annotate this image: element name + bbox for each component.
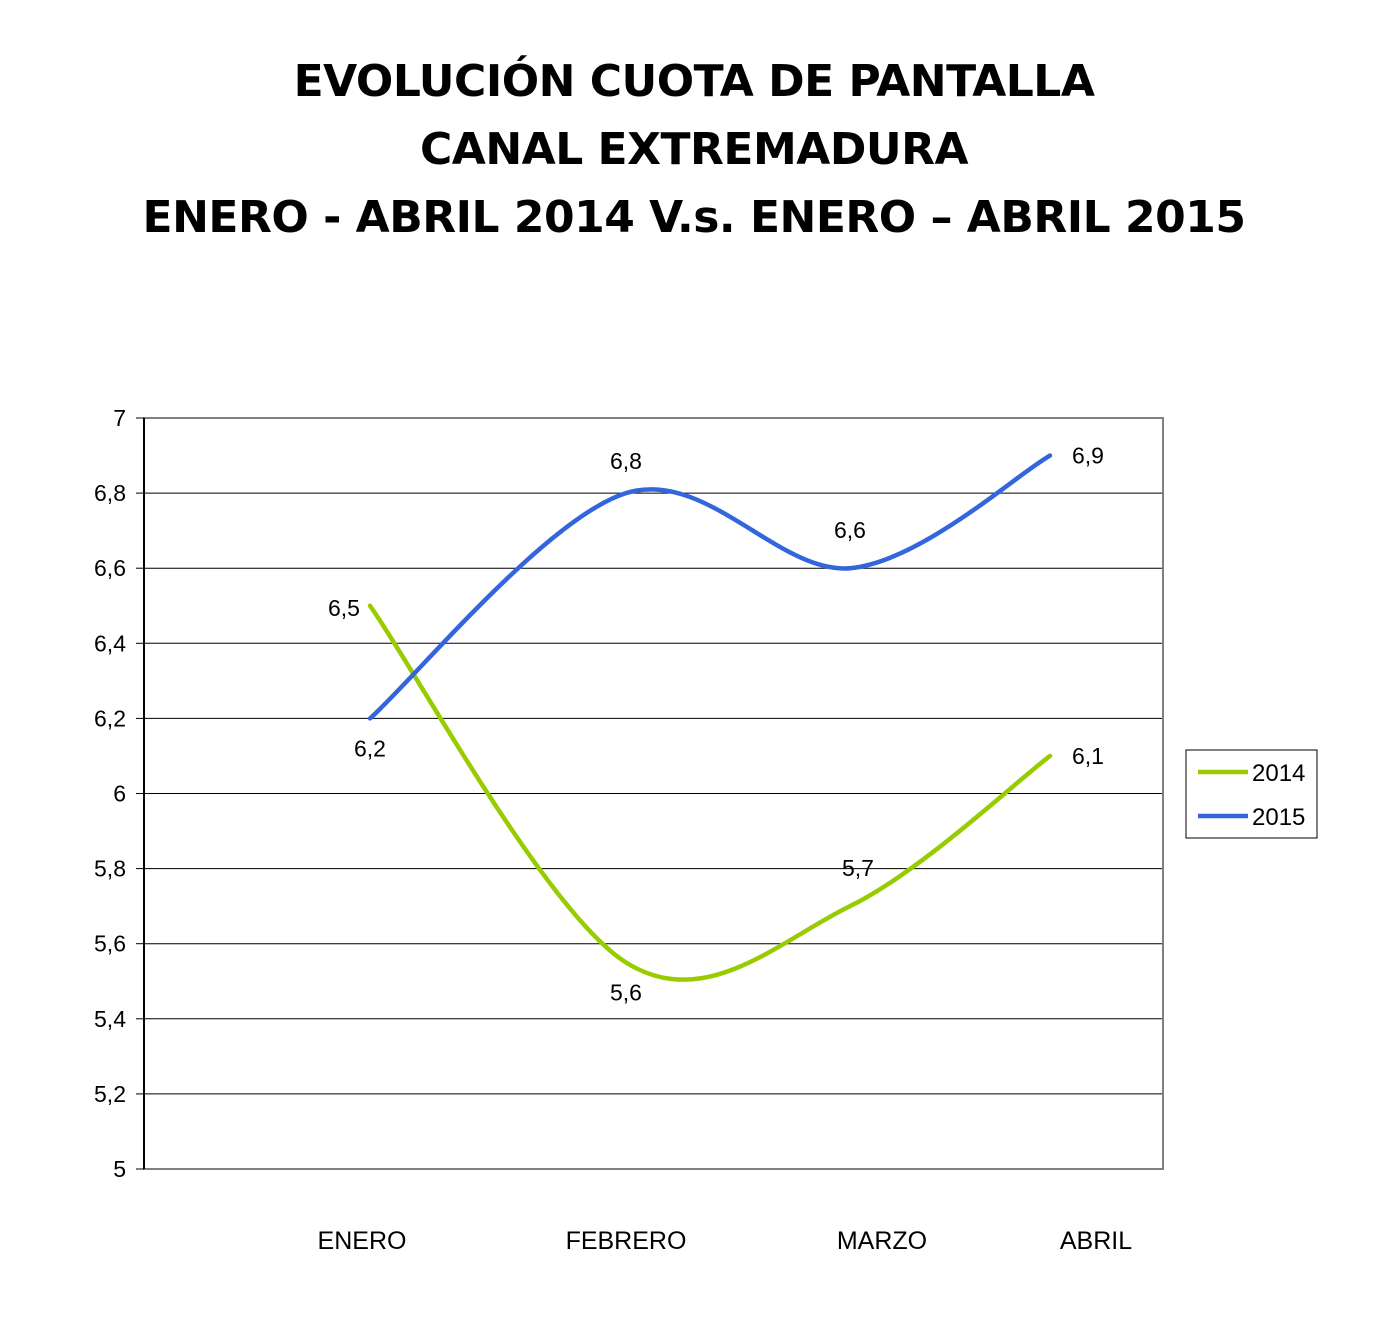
legend-label: 2015 xyxy=(1252,804,1305,831)
y-tick-label: 5,6 xyxy=(94,931,126,957)
chart-title-line-3: ENERO - ABRIL 2014 V.s. ENERO – ABRIL 20… xyxy=(142,192,1246,243)
series-lines xyxy=(367,453,1053,982)
legend-label: 2014 xyxy=(1252,760,1305,787)
data-label-2015: 6,9 xyxy=(1072,443,1104,469)
data-label-2014: 5,7 xyxy=(842,855,874,881)
x-category-label: ENERO xyxy=(318,1227,407,1255)
data-label-2014: 5,6 xyxy=(610,979,642,1005)
y-tick-label: 6 xyxy=(113,781,126,807)
axes xyxy=(136,417,1164,1170)
x-category-label: ABRIL xyxy=(1060,1227,1132,1255)
y-tick-label: 5 xyxy=(113,1156,126,1182)
x-axis-category-labels: ENERO FEBRERO MARZO ABRIL xyxy=(318,1227,1133,1255)
data-label-2014: 6,1 xyxy=(1072,743,1104,769)
data-label-2015: 6,2 xyxy=(354,735,386,761)
data-labels: 6,5 5,6 5,7 6,1 6,2 6,8 6,6 6,9 xyxy=(328,443,1104,1006)
legend-box xyxy=(1185,749,1318,839)
series-line-2015 xyxy=(367,453,1053,721)
series-line-2014 xyxy=(367,603,1053,982)
legend: 2014 2015 xyxy=(1185,749,1318,839)
x-category-label: MARZO xyxy=(837,1227,927,1255)
gridlines xyxy=(144,492,1163,1095)
data-label-2015: 6,6 xyxy=(834,517,866,543)
chart-title: EVOLUCIÓN CUOTA DE PANTALLA CANAL EXTREM… xyxy=(0,48,1388,252)
chart-title-line-1: EVOLUCIÓN CUOTA DE PANTALLA xyxy=(293,56,1095,107)
y-tick-label: 5,8 xyxy=(94,856,126,882)
data-label-2015: 6,8 xyxy=(610,448,642,474)
y-tick-label: 5,2 xyxy=(94,1081,126,1107)
x-category-label: FEBRERO xyxy=(566,1227,687,1255)
chart-title-line-2: CANAL EXTREMADURA xyxy=(419,124,969,175)
y-tick-label: 6,4 xyxy=(94,630,126,656)
y-tick-label: 6,2 xyxy=(94,705,126,731)
y-tick-label: 7 xyxy=(113,405,126,431)
data-label-2014: 6,5 xyxy=(328,595,360,621)
y-tick-label: 6,6 xyxy=(94,555,126,581)
y-tick-label: 5,4 xyxy=(94,1006,126,1032)
y-tick-label: 6,8 xyxy=(94,480,126,506)
y-axis-tick-labels: 5 5,2 5,4 5,6 5,8 6 6,2 6,4 6,6 6,8 7 xyxy=(94,405,126,1182)
